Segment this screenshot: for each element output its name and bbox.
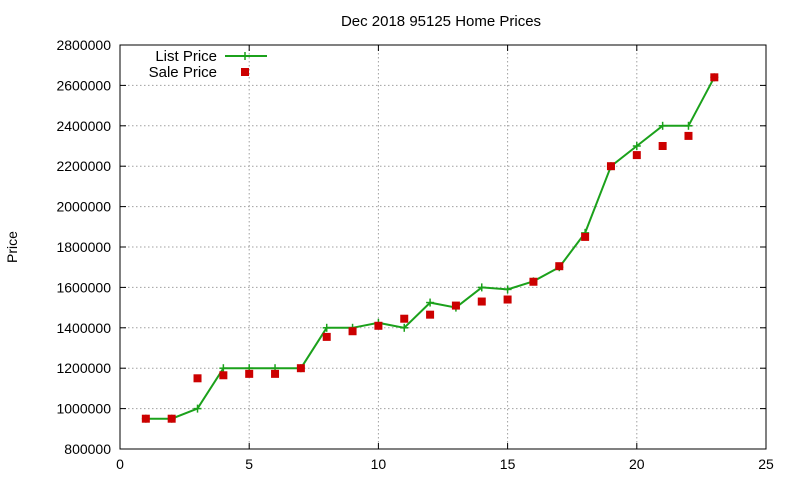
grid [120,45,766,449]
sale-price-point [219,371,228,380]
sale-price-point [296,364,305,373]
sale-price-point [529,277,538,286]
chart-title: Dec 2018 95125 Home Prices [341,13,541,30]
y-tick-label: 2600000 [56,77,111,93]
x-tick-label: 5 [245,456,253,472]
y-tick-label: 1800000 [56,239,111,255]
sale-price-point [245,369,254,378]
sale-price-point [555,262,564,271]
series [141,73,719,423]
sale-price-point [374,321,383,330]
x-tick-label: 15 [500,456,516,472]
list-price-point [400,323,409,332]
sale-price-point [710,73,719,82]
y-tick-label: 2400000 [56,118,111,134]
sale-price-point [606,162,615,171]
list-price-point [658,121,667,130]
sale-price-point [684,131,693,140]
y-axis-label: Price [4,231,20,263]
sale-price-point [581,232,590,241]
list-price-point [426,298,435,307]
legend-cross-swatch [241,52,249,60]
x-tick-label: 0 [116,456,124,472]
legend-label: Sale Price [149,64,217,81]
list-price-point [477,283,486,292]
x-tick-label: 10 [371,456,387,472]
sale-price-point [193,374,202,383]
list-price-line [145,76,716,420]
sale-price-point [632,151,641,160]
x-tick-label: 25 [758,456,774,472]
list-price-point [219,364,228,373]
y-tick-label: 1400000 [56,320,111,336]
sale-price-point [167,414,176,423]
y-tick-label: 1200000 [56,360,111,376]
sale-price-point [348,327,357,336]
list-price-point [503,285,512,294]
x-tick-label: 20 [629,456,645,472]
sale-price-point [503,295,512,304]
y-tick-label: 2000000 [56,199,111,215]
legend-label: List Price [155,48,217,65]
sale-price-point [141,414,150,423]
sale-price-point [451,301,460,310]
list-price-point [193,404,202,413]
y-tick-label: 800000 [64,441,111,457]
y-tick-label: 1000000 [56,401,111,417]
y-tick-label: 2200000 [56,158,111,174]
sale-price-point [426,310,435,319]
list-price-point [684,121,693,130]
y-tick-label: 2800000 [56,37,111,53]
legend-square-swatch [241,68,249,76]
list-price-point [632,142,641,150]
list-price-point [322,323,331,332]
sale-price-point [400,314,409,323]
y-tick-label: 1600000 [56,279,111,295]
sale-price-point [322,332,331,341]
axes: 0 5 10 15 20 25 800000 1000000 1200000 1400000 160… [56,37,774,472]
sale-price-point [658,142,667,150]
sale-price-point [477,297,486,306]
sale-price-point [271,369,280,378]
